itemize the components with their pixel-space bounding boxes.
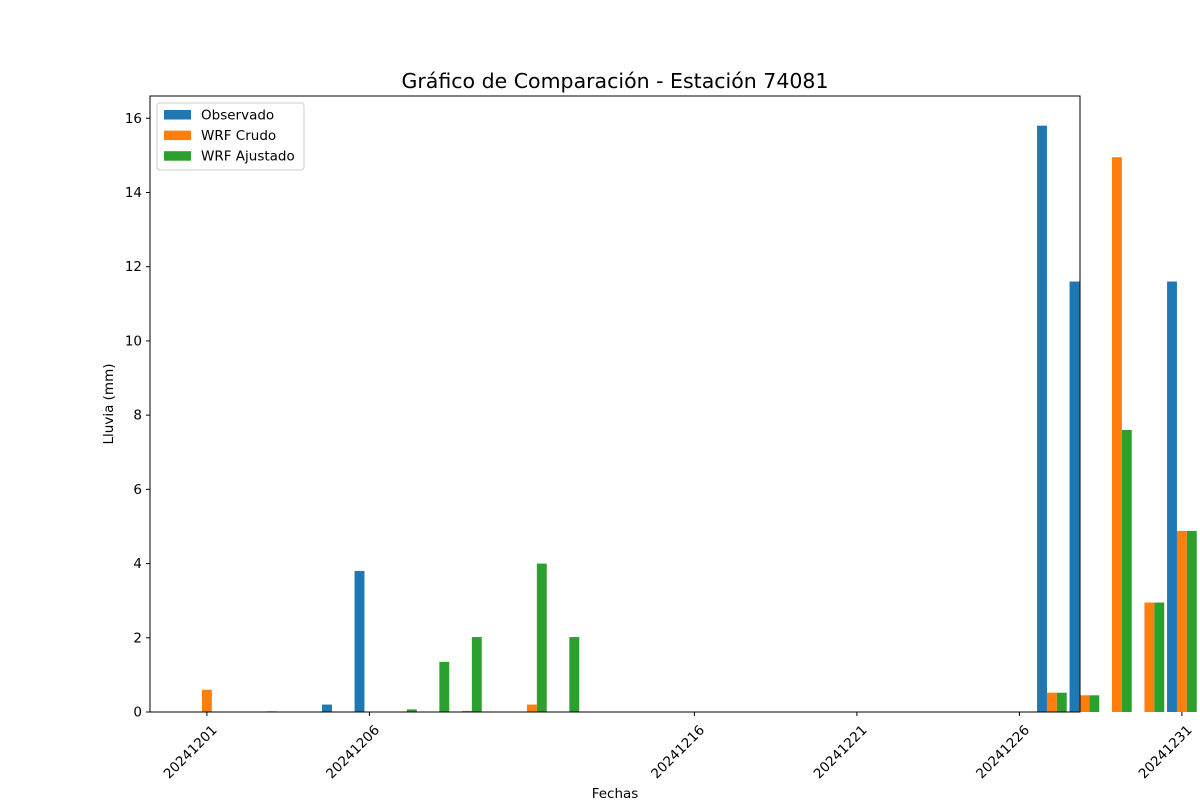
y-axis: 0 2 4 6 8 10 12 14 16 [125, 111, 150, 721]
bar-wrf-crudo-20241230 [1144, 602, 1155, 712]
bar-wrf-ajustado-20241207 [406, 709, 417, 712]
y-tick-label: 10 [125, 333, 142, 349]
bar-wrf-ajustado-20241227 [1056, 692, 1067, 712]
legend-swatch-observado [164, 110, 191, 120]
legend: Observado WRF Crudo WRF Ajustado [156, 102, 305, 171]
bar-wrf-crudo-20241229 [1111, 157, 1122, 713]
legend-swatch-wrf-crudo [164, 130, 191, 141]
x-tick-label: 20241231 [1136, 722, 1196, 782]
bar-wrf-crudo-20241209 [461, 710, 472, 712]
legend-label-observado: Observado [201, 108, 274, 124]
x-tick-label: 20241221 [811, 722, 871, 782]
y-tick-label: 12 [125, 259, 142, 275]
bar-wrf-crudo-20241211 [526, 704, 537, 712]
bar-observado-20241206 [354, 570, 365, 712]
bar-wrf-ajustado-20241228 [1089, 695, 1100, 712]
bar-wrf-crudo-20241228 [1079, 695, 1090, 712]
x-axis: 20241201 20241206 20241216 20241221 20241226… [161, 712, 1196, 782]
bar-wrf-crudo-20241227 [1046, 692, 1057, 712]
plot-frame [149, 95, 1081, 713]
x-tick-label: 20241216 [648, 722, 708, 782]
bar-wrf-ajustado-20241230 [1154, 602, 1165, 712]
y-tick-label: 0 [133, 705, 142, 721]
legend-swatch-wrf-ajustado [164, 151, 191, 161]
y-tick-label: 2 [133, 630, 142, 646]
x-tick-label: 20241206 [323, 722, 383, 782]
bar-wrf-ajustado-20241229 [1121, 429, 1132, 712]
y-tick-label: 8 [133, 408, 142, 424]
bar-wrf-ajustado-20241208 [439, 661, 450, 712]
bar-observado-20241231 [1167, 281, 1177, 712]
x-tick-label: 20241201 [161, 722, 221, 782]
y-tick-label: 4 [133, 556, 142, 572]
legend-label-wrf-ajustado: WRF Ajustado [201, 149, 295, 165]
y-tick-label: 6 [133, 482, 142, 498]
chart-title: Gráfico de Comparación - Estación 74081 [401, 69, 828, 93]
bar-wrf-ajustado-20241231 [1186, 530, 1197, 712]
x-tick-label: 20241226 [973, 722, 1033, 782]
bar-observado-20241228 [1069, 281, 1080, 712]
bar-observado-20241205 [322, 704, 332, 712]
bar-wrf-crudo-20241201 [201, 689, 212, 712]
y-tick-label: 16 [125, 111, 142, 127]
y-axis-label: Lluvia (mm) [101, 364, 117, 445]
bar-wrf-crudo-20241231 [1176, 530, 1187, 712]
legend-label-wrf-crudo: WRF Crudo [201, 128, 276, 144]
bars-layer [201, 125, 1197, 713]
bar-wrf-ajustado-20241212 [569, 637, 580, 712]
legend-box [156, 102, 305, 171]
bar-wrf-ajustado-20241211 [536, 563, 547, 712]
x-axis-label: Fechas [592, 786, 639, 800]
y-tick-label: 14 [125, 185, 142, 201]
bar-wrf-ajustado-20241209 [471, 637, 482, 712]
bar-observado-20241227 [1037, 125, 1047, 712]
